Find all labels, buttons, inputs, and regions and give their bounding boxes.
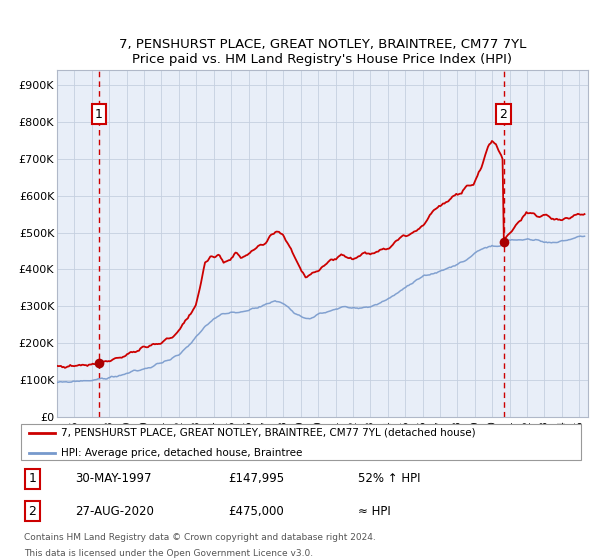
Text: HPI: Average price, detached house, Braintree: HPI: Average price, detached house, Brai…: [61, 448, 302, 458]
Text: £475,000: £475,000: [228, 505, 284, 517]
Text: Contains HM Land Registry data © Crown copyright and database right 2024.: Contains HM Land Registry data © Crown c…: [23, 533, 376, 543]
Text: 27-AUG-2020: 27-AUG-2020: [75, 505, 154, 517]
Text: 1: 1: [95, 108, 103, 121]
Title: 7, PENSHURST PLACE, GREAT NOTLEY, BRAINTREE, CM77 7YL
Price paid vs. HM Land Reg: 7, PENSHURST PLACE, GREAT NOTLEY, BRAINT…: [119, 38, 526, 66]
Text: 2: 2: [28, 505, 36, 517]
Text: ≈ HPI: ≈ HPI: [358, 505, 391, 517]
Text: 30-MAY-1997: 30-MAY-1997: [75, 473, 151, 486]
Text: 7, PENSHURST PLACE, GREAT NOTLEY, BRAINTREE, CM77 7YL (detached house): 7, PENSHURST PLACE, GREAT NOTLEY, BRAINT…: [61, 428, 475, 438]
Text: This data is licensed under the Open Government Licence v3.0.: This data is licensed under the Open Gov…: [23, 549, 313, 558]
Text: 1: 1: [28, 473, 36, 486]
Text: 52% ↑ HPI: 52% ↑ HPI: [358, 473, 421, 486]
FancyBboxPatch shape: [21, 424, 581, 460]
Text: 2: 2: [500, 108, 508, 121]
Text: £147,995: £147,995: [228, 473, 284, 486]
